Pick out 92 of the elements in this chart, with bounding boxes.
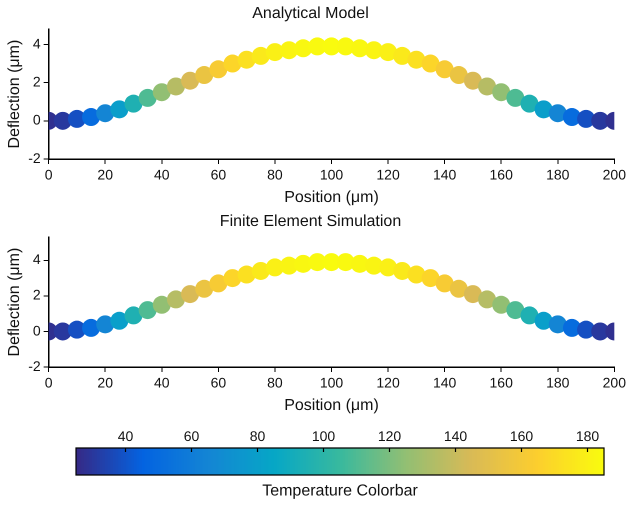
point [82,318,100,337]
point [421,54,440,73]
x-axis-title: Position (μm) [284,188,379,206]
y-tick-label: 2 [32,286,41,303]
point [238,266,256,284]
point [421,269,440,288]
point [534,312,553,330]
point [209,60,228,78]
point [464,72,482,90]
x-tick-label: 40 [154,374,170,390]
point [195,280,214,298]
color-bar-label: 60 [184,428,200,444]
x-tick-label: 60 [210,166,226,182]
point [478,77,496,96]
color-bar-label: 100 [312,428,336,444]
point [138,88,157,107]
y-axis-title: Deflection (μm) [6,248,24,356]
point [181,72,200,90]
point [520,306,538,324]
point [450,66,468,84]
chart-title: Finite Element Simulation [220,213,402,230]
x-tick-label: 0 [44,166,53,182]
x-tick-label: 140 [432,166,457,182]
point [492,296,510,314]
x-tick-label: 120 [376,374,400,390]
point [166,77,185,96]
point [464,285,482,304]
point [534,100,553,118]
point [124,94,142,113]
x-axis-title: Position (μm) [284,396,379,414]
x-tick-label: 20 [97,374,114,390]
point [478,290,496,308]
x-tick-label: 40 [154,166,170,182]
chart-title: Analytical Model [252,5,369,22]
y-tick-label: 2 [32,74,41,90]
point [138,301,157,320]
point [166,290,185,308]
x-tick-label: 100 [320,166,344,182]
x-tick-label: 180 [546,374,570,390]
point [450,280,468,298]
point [407,50,426,69]
color-bar-label: 40 [118,428,134,444]
color-bar-label: 120 [378,428,402,444]
x-tick-label: 140 [432,374,457,390]
point [393,262,412,280]
point [379,258,398,276]
point [436,60,454,78]
y-tick-label: -2 [28,358,41,374]
point [223,269,242,288]
point [96,104,114,122]
x-tick-label: 80 [267,166,283,182]
point [96,315,114,334]
point [492,83,510,102]
color-bar-title: Temperature Colorbar [262,482,418,500]
point [506,88,524,107]
point [223,54,242,73]
point [110,312,128,330]
y-tick-label: -2 [28,150,41,166]
x-tick-label: 80 [267,374,283,390]
point [152,83,171,102]
color-bar-label: 80 [250,428,266,444]
x-tick-label: 0 [44,374,53,390]
color-bar-label: 180 [576,428,600,444]
point [152,296,171,314]
point [195,66,214,84]
point [393,46,412,65]
y-axis-title: Deflection (μm) [6,40,24,148]
x-tick-label: 120 [376,166,400,182]
y-tick-label: 4 [32,251,41,268]
point [110,100,128,118]
y-tick-label: 4 [32,35,41,52]
point [181,285,200,304]
point [506,301,524,320]
x-tick-label: 100 [320,374,344,390]
y-tick-label: 0 [32,112,41,128]
point [209,274,228,292]
x-tick-label: 20 [97,166,114,182]
x-tick-label: 160 [490,166,514,182]
point [520,94,538,113]
point [82,108,100,126]
point [124,306,142,324]
color-bar-label: 160 [510,428,534,444]
x-tick-label: 60 [210,374,226,390]
x-tick-label: 200 [602,374,626,390]
x-tick-label: 180 [546,166,570,182]
point [238,50,256,69]
color-bar-label: 140 [444,428,468,444]
point [379,43,398,62]
y-tick-label: 0 [32,322,41,338]
point [436,274,454,292]
x-tick-label: 200 [602,166,626,182]
x-tick-label: 160 [490,374,514,390]
